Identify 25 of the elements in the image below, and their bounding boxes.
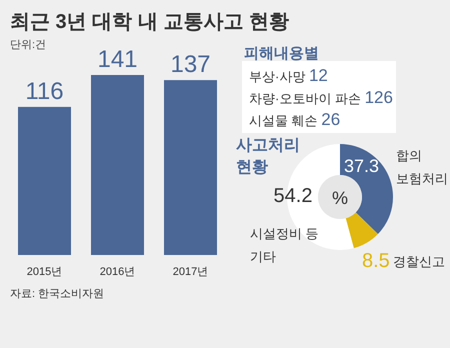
category-label: 부상·사망 bbox=[249, 69, 309, 84]
data-label: 12 bbox=[308, 66, 328, 85]
data-label: 141 bbox=[97, 46, 138, 73]
donut-slice bbox=[346, 212, 378, 248]
data-label: 26 bbox=[321, 110, 340, 129]
data-label: 37.3 bbox=[344, 156, 380, 176]
x-tick-label: 2016년 bbox=[100, 266, 136, 278]
x-tick-label: 2015년 bbox=[26, 266, 62, 278]
text: % bbox=[332, 188, 348, 208]
text: 피해내용별 bbox=[244, 45, 319, 62]
chart-title: 최근 3년 대학 내 교통사고 현황 bbox=[10, 11, 289, 33]
category-label: 차량·오토바이 파손 bbox=[249, 91, 365, 106]
data-label: 126 bbox=[364, 88, 393, 107]
text: 자료: 한국소비자원 bbox=[10, 288, 104, 300]
chart-subtitle: 단위:건 bbox=[10, 39, 46, 51]
data-label: 54.2 bbox=[274, 185, 312, 207]
chart-title: 사고처리 현황 bbox=[236, 137, 300, 176]
slice-label: 경찰신고 bbox=[393, 254, 445, 269]
category-label: 시설물 훼손 bbox=[249, 113, 322, 128]
data-label: 116 bbox=[25, 78, 64, 105]
slice-label: 합의 보험처리 bbox=[396, 148, 448, 186]
data-label: 8.5 bbox=[362, 250, 390, 272]
x-tick-label: 2017년 bbox=[172, 266, 208, 278]
slice-label: 시설정비 등 기타 bbox=[250, 226, 319, 264]
data-label: 137 bbox=[170, 51, 211, 78]
